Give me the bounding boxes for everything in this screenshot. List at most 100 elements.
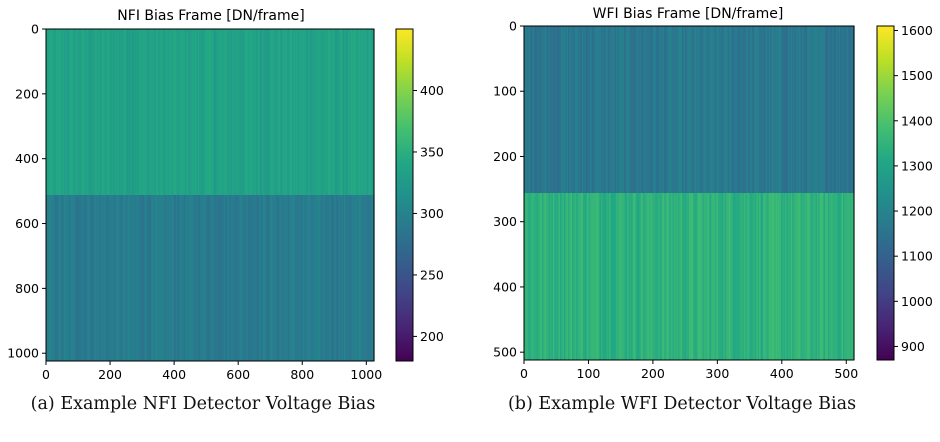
- nfi-region0-column-stripe: [208, 29, 211, 195]
- nfi-region1-column-stripe: [80, 195, 83, 361]
- wfi-region0-column-stripe: [631, 26, 634, 193]
- nfi-region0-column-stripe: [283, 29, 286, 195]
- wfi-region0-column-stripe: [836, 26, 839, 193]
- nfi-region0-column-stripe: [297, 29, 300, 195]
- wfi-region1-column-stripe: [687, 193, 690, 360]
- nfi-colorbar: 200 250 300 350 400: [395, 28, 444, 362]
- wfi-caption: (b) Example WFI Detector Voltage Bias: [507, 394, 857, 414]
- nfi-region1-column-stripe: [158, 195, 161, 361]
- wfi-region0-column-stripe: [627, 26, 630, 193]
- nfi-region1-column-stripe: [192, 195, 195, 361]
- wfi-region1-column-stripe: [588, 193, 591, 360]
- nfi-region1-column-stripe: [226, 195, 229, 361]
- nfi-region0-column-stripe: [62, 29, 65, 195]
- nfi-region0-column-stripe: [334, 29, 337, 195]
- nfi-region0-column-stripe: [324, 29, 327, 195]
- wfi-region1-column-stripe: [829, 193, 832, 360]
- nfi-region1-column-stripe: [111, 195, 114, 361]
- nfi-region0-column-stripe: [128, 29, 130, 195]
- wfi-region1-column-stripe: [528, 193, 531, 360]
- wfi-y-tick-label: 100: [493, 84, 517, 99]
- nfi-region0-column-stripe: [346, 29, 349, 195]
- nfi-region0-column-stripe: [257, 29, 260, 195]
- wfi-region1-column-stripe: [651, 193, 654, 360]
- wfi-region0-column-stripe: [585, 26, 588, 193]
- nfi-region1-column-stripe: [219, 195, 222, 361]
- nfi-region0-column-stripe: [69, 29, 72, 195]
- wfi-region1-column-stripe: [629, 193, 632, 360]
- nfi-region1-column-stripe: [112, 195, 115, 361]
- nfi-region0-column-stripe: [259, 29, 262, 195]
- nfi-region1-column-stripe: [63, 195, 66, 361]
- nfi-region0-column-stripe: [222, 29, 225, 195]
- nfi-colorbar-tick-label: 200: [420, 329, 444, 344]
- nfi-region1-column-stripe: [275, 195, 278, 361]
- nfi-region1-column-stripe: [292, 195, 294, 361]
- nfi-region1-column-stripe: [58, 195, 61, 361]
- wfi-region1-column-stripe: [767, 193, 770, 360]
- nfi-region1-column-stripe: [349, 195, 352, 361]
- nfi-region0-column-stripe: [231, 29, 234, 195]
- wfi-region0-column-stripe: [579, 26, 581, 193]
- nfi-region0-column-stripe: [316, 29, 319, 195]
- nfi-region1-column-stripe: [317, 195, 320, 361]
- nfi-region1-column-stripe: [71, 195, 74, 361]
- wfi-region1-column-stripe: [661, 193, 664, 360]
- nfi-region0-column-stripe: [255, 29, 258, 195]
- wfi-region0-column-stripe: [634, 26, 636, 193]
- wfi-region1-column-stripe: [768, 193, 771, 360]
- wfi-region1-column-stripe: [558, 193, 561, 360]
- wfi-region1-column-stripe: [749, 193, 752, 360]
- nfi-region1-column-stripe: [312, 195, 315, 361]
- nfi-region1-column-stripe: [367, 195, 370, 361]
- nfi-region0-column-stripe: [164, 29, 167, 195]
- wfi-region0-column-stripe: [684, 26, 687, 193]
- nfi-region1-column-stripe: [89, 195, 92, 361]
- nfi-region1-column-stripe: [190, 195, 193, 361]
- nfi-region0-column-stripe: [169, 29, 171, 195]
- wfi-region1-column-stripe: [794, 193, 797, 360]
- nfi-region0-column-stripe: [278, 29, 281, 195]
- wfi-region1-column-stripe: [628, 193, 631, 360]
- nfi-region0-column-stripe: [331, 29, 334, 195]
- wfi-region1-column-stripe: [764, 193, 767, 360]
- nfi-region0-column-stripe: [167, 29, 170, 195]
- nfi-panel: NFI Bias Frame [DN/frame] 0 200 400 600 800 1…: [7, 8, 444, 382]
- nfi-region0-column-stripe: [274, 29, 277, 195]
- nfi-region0-column-stripe: [296, 29, 299, 195]
- wfi-region1-column-stripe: [540, 193, 543, 360]
- nfi-region0-column-stripe: [78, 29, 81, 195]
- wfi-region0-column-stripe: [635, 26, 638, 193]
- nfi-region1-column-stripe: [278, 195, 281, 361]
- wfi-region1-column-stripe: [728, 193, 731, 360]
- wfi-region0-column-stripe: [838, 26, 841, 193]
- wfi-region1-column-stripe: [580, 193, 583, 360]
- nfi-region0-column-stripe: [225, 29, 227, 195]
- wfi-region0-column-stripe: [724, 26, 727, 193]
- wfi-region0-column-stripe: [632, 26, 635, 193]
- wfi-region1-column-stripe: [818, 193, 821, 360]
- wfi-colorbar-tick-label: 1500: [901, 68, 933, 83]
- nfi-region0-column-stripe: [181, 29, 184, 195]
- wfi-region1-column-stripe: [851, 193, 854, 360]
- nfi-region1-column-stripe: [159, 195, 162, 361]
- nfi-region1-column-stripe: [342, 195, 345, 361]
- nfi-region1-column-stripe: [132, 195, 135, 361]
- nfi-region0-column-stripe: [276, 29, 279, 195]
- wfi-region0-column-stripe: [524, 26, 526, 193]
- nfi-region1-column-stripe: [200, 195, 203, 361]
- wfi-region1-column-stripe: [816, 193, 819, 360]
- wfi-region0-column-stripe: [713, 26, 716, 193]
- nfi-colorbar-gradient: [395, 28, 414, 362]
- wfi-region1-column-stripe: [577, 193, 580, 360]
- wfi-region0-column-stripe: [757, 26, 760, 193]
- nfi-region1-column-stripe: [286, 195, 289, 361]
- wfi-region1-column-stripe: [680, 193, 683, 360]
- wfi-region1-column-stripe: [712, 193, 715, 360]
- nfi-region1-column-stripe: [287, 195, 290, 361]
- nfi-region0-column-stripe: [327, 29, 330, 195]
- wfi-region0-column-stripe: [636, 26, 639, 193]
- wfi-region1-column-stripe: [579, 193, 581, 360]
- wfi-region0-column-stripe: [533, 26, 536, 193]
- wfi-region0-column-stripe: [748, 26, 751, 193]
